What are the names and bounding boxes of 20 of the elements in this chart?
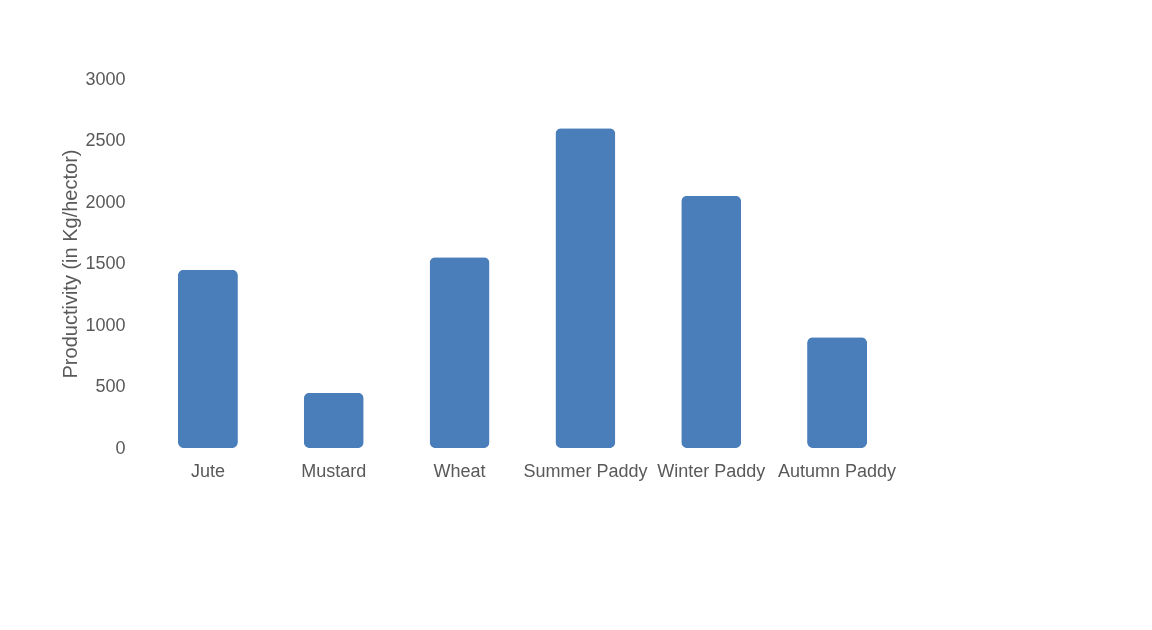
y-axis-title: Productivity (in Kg/hector) (59, 149, 82, 379)
y-tick-label: 0 (115, 437, 126, 458)
y-tick-label: 2500 (85, 130, 126, 150)
bar (555, 128, 616, 448)
y-tick-label: 1500 (85, 253, 126, 273)
x-tick-label: Mustard (301, 460, 367, 481)
x-tick-label: Summer Paddy (523, 460, 648, 481)
x-tick-label: Winter Paddy (657, 460, 766, 481)
x-tick-label: Wheat (433, 460, 486, 481)
bar (303, 392, 364, 448)
y-tick-label: 1000 (85, 314, 126, 335)
bar (429, 257, 490, 448)
x-tick-label: Jute (190, 460, 225, 481)
y-tick-label: 3000 (85, 68, 126, 89)
bar (807, 337, 868, 448)
bar (177, 269, 238, 448)
y-tick-label: 2000 (85, 191, 126, 212)
y-tick-label: 500 (95, 376, 126, 396)
x-tick-label: Autumn Paddy (778, 460, 897, 481)
bar (681, 195, 742, 448)
